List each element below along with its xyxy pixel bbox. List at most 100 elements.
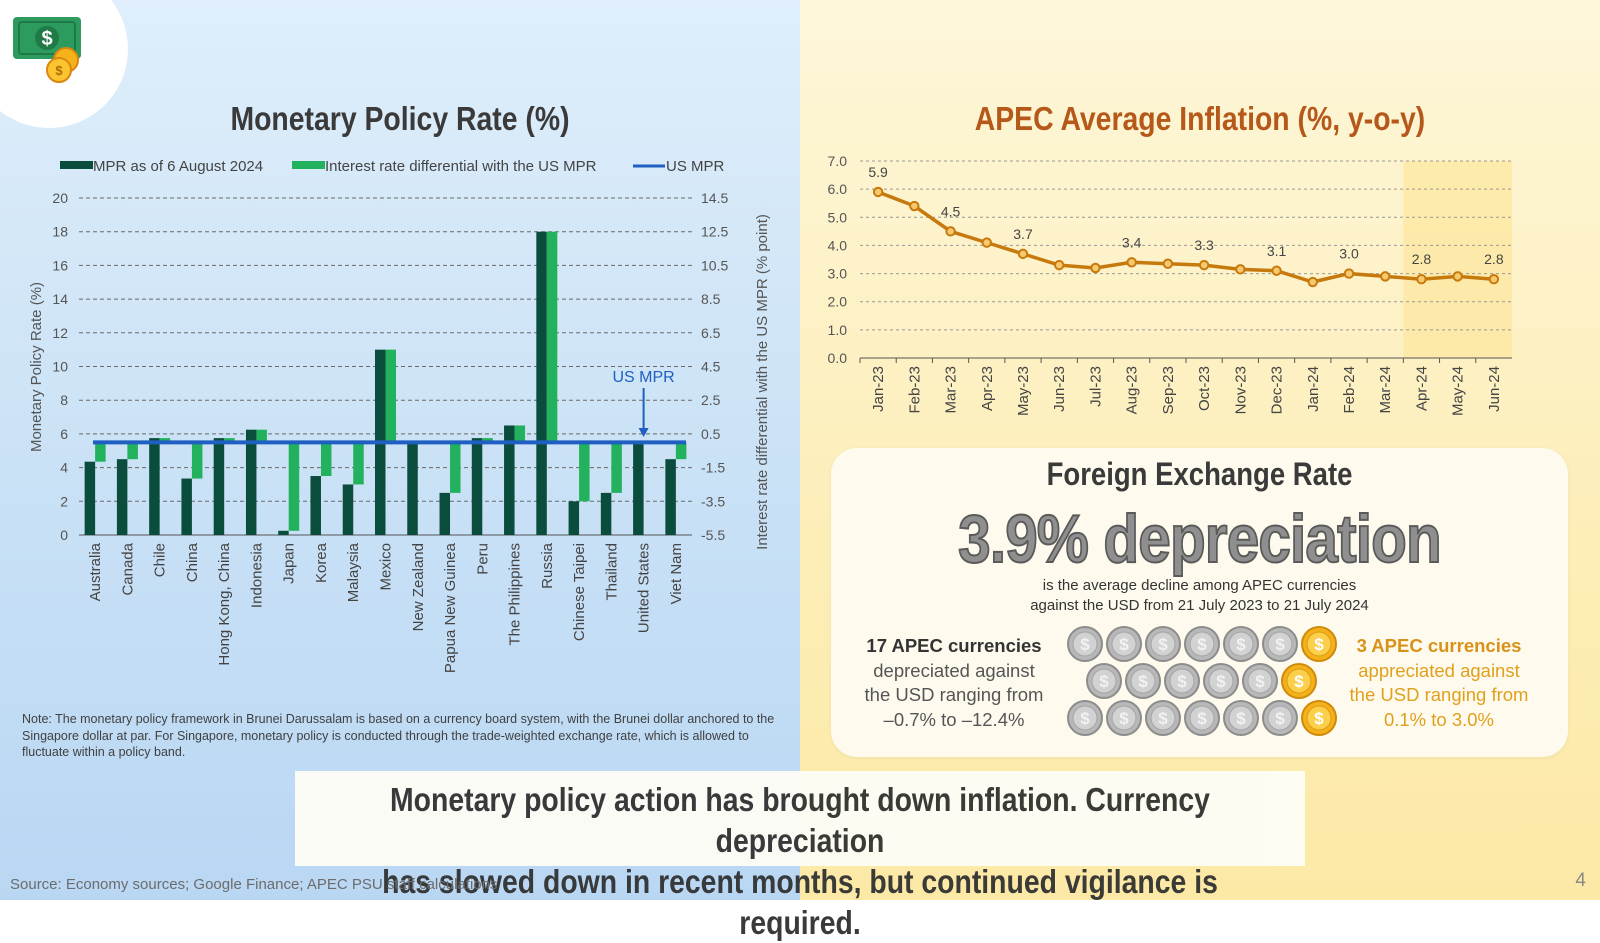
mpr-bar	[568, 501, 580, 535]
highlight-region	[1403, 161, 1512, 358]
y-left-tick-label: 14	[52, 291, 68, 307]
fx-headline: 3.9% depreciation	[957, 500, 1442, 578]
mpr-bar	[310, 476, 321, 535]
silver-coin-face	[1208, 668, 1234, 694]
x-tick-label: Japan	[281, 543, 298, 584]
silver-coin-icon: $	[1145, 626, 1181, 662]
y-left-tick-label: 0	[60, 527, 68, 543]
appreciated-text: appreciated against	[1358, 659, 1520, 681]
silver-coin-face	[1111, 705, 1137, 731]
y-left-tick-label: 20	[52, 190, 68, 206]
gold-coin-face	[1306, 631, 1332, 657]
differential-bar	[514, 425, 526, 443]
data-label: 3.0	[1339, 246, 1359, 262]
differential-bar	[579, 442, 590, 502]
fx-title: Foreign Exchange Rate	[1046, 456, 1353, 492]
differential-bar	[675, 442, 687, 460]
gold-coin-icon: $	[1301, 700, 1337, 736]
data-label: 5.9	[868, 164, 888, 180]
coin-dollar-symbol: $	[1197, 709, 1207, 728]
mpr-bar	[213, 438, 225, 535]
coin-dollar-symbol: $	[1236, 709, 1246, 728]
inflation-point	[1162, 258, 1174, 269]
data-label: 3.4	[1122, 234, 1142, 250]
x-tick-label: Korea	[313, 542, 330, 583]
silver-coin-face	[1189, 631, 1215, 657]
x-tick-label: Papua New Guinea	[442, 542, 459, 673]
gold-coin-face	[1306, 705, 1332, 731]
differential-bar	[546, 231, 558, 443]
differential-bar	[482, 438, 493, 443]
y-right-tick-label: -3.5	[701, 493, 725, 509]
mpr-bar	[149, 438, 160, 535]
svg-text:$: $	[55, 63, 63, 78]
appreciated-range: 0.1% to 3.0%	[1383, 708, 1495, 730]
coin-dollar-symbol: $	[1275, 635, 1285, 654]
svg-text:$: $	[41, 28, 52, 50]
silver-coin-icon: $	[1067, 700, 1103, 736]
appreciated-count: 3 APEC currencies	[1356, 635, 1522, 656]
depreciated-text: the USD ranging from	[864, 684, 1044, 705]
x-tick-label: Hong Kong, China	[216, 542, 233, 665]
inflation-point	[1380, 271, 1391, 282]
silver-coin-icon: $	[1125, 663, 1161, 699]
appreciated-summary: 3 APEC currencies appreciated against th…	[1315, 634, 1563, 732]
silver-coin-icon: $	[1086, 663, 1122, 699]
silver-coin-face	[1247, 668, 1273, 694]
x-tick-label: Peru	[474, 543, 491, 575]
x-tick-label: Dec-23	[1269, 366, 1286, 414]
inflation-point	[1054, 259, 1065, 271]
footnote: Note: The monetary policy framework in B…	[22, 712, 775, 759]
money-icon: $ $	[13, 17, 81, 83]
silver-coin-face	[1072, 705, 1098, 731]
legend-label-us-mpr: US MPR	[666, 158, 725, 175]
mpr-bar	[600, 492, 612, 535]
y-right-tick-label: 12.5	[701, 224, 728, 240]
silver-coin-face	[1072, 631, 1098, 657]
x-tick-label: Aug-23	[1124, 366, 1141, 414]
legend-swatch-differential	[292, 161, 325, 169]
silver-coin-icon: $	[1242, 663, 1278, 699]
depreciated-count: 17 APEC currencies	[866, 635, 1042, 656]
coin-dollar-symbol: $	[1197, 635, 1207, 654]
coin-dollar-symbol: $	[1119, 635, 1129, 654]
x-tick-label: Oct-23	[1196, 366, 1213, 411]
silver-coin-icon: $	[1184, 700, 1220, 736]
inflation-point	[1416, 274, 1427, 285]
silver-coin-face	[1150, 631, 1176, 657]
y-right-tick-label: 8.5	[701, 291, 721, 307]
fx-card: Foreign Exchange Rate 3.9% depreciation …	[831, 448, 1568, 757]
mpr-bar	[181, 478, 192, 535]
inflation-point	[1090, 262, 1101, 274]
y-left-axis-label: Monetary Policy Rate (%)	[28, 282, 45, 452]
inflation-point	[1488, 274, 1500, 285]
x-tick-label: Apr-23	[979, 366, 996, 411]
silver-coin-face	[1267, 705, 1293, 731]
y-tick-label: 0.0	[828, 350, 848, 366]
data-label: 3.7	[1013, 226, 1033, 242]
differential-bar	[450, 442, 461, 493]
x-tick-label: Nov-23	[1232, 366, 1249, 414]
y-left-tick-label: 8	[60, 392, 68, 408]
differential-bar	[95, 442, 106, 462]
inflation-point	[1126, 257, 1137, 268]
legend-swatch-mpr	[60, 161, 93, 169]
fx-description-line: is the average decline among APEC curren…	[1042, 577, 1357, 594]
x-tick-label: Apr-24	[1413, 366, 1430, 411]
x-tick-label: May-23	[1015, 366, 1032, 416]
coin-dollar-symbol: $	[1158, 635, 1168, 654]
inflation-point	[872, 186, 884, 198]
silver-coin-face	[1091, 668, 1117, 694]
inflation-point	[1307, 276, 1318, 288]
y-left-tick-label: 6	[60, 426, 68, 442]
silver-coin-icon: $	[1145, 700, 1181, 736]
mpr-bar	[439, 492, 451, 535]
inflation-chart: 0.0 1.0 2.0 3.0 4.0 5.0 6.0 7.0 Jan-23 Feb-23 Mar-…	[828, 153, 1512, 416]
coin-dollar-symbol: $	[1275, 709, 1285, 728]
coin-dollar-symbol: $	[1099, 672, 1109, 691]
x-tick-label: China	[184, 542, 201, 582]
differential-bar	[353, 442, 364, 485]
y-right-tick-label: 2.5	[701, 392, 721, 408]
x-tick-label: United States	[636, 543, 653, 633]
x-tick-label: Australia	[87, 542, 104, 601]
